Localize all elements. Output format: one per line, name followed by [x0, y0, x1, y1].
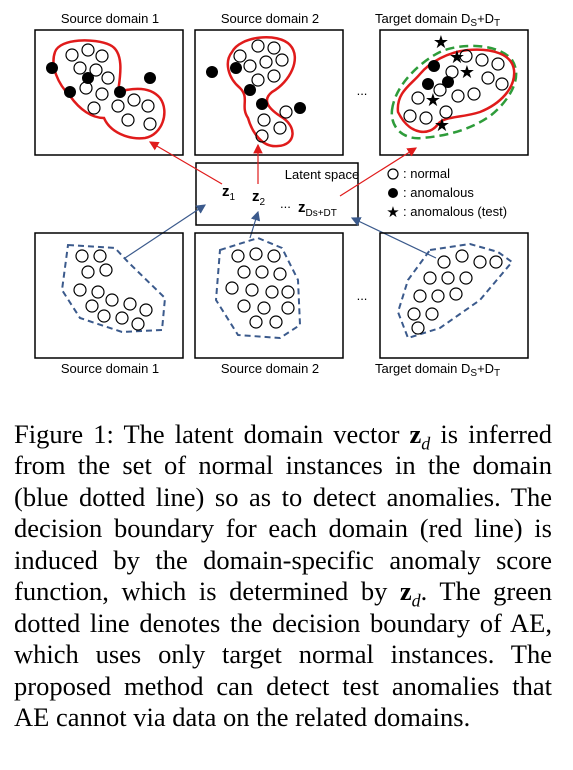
test-anomaly-stars-target: ★★★ ★★	[425, 32, 475, 136]
normal-points-target	[403, 49, 509, 125]
caption-part-2: . The green dotted line denotes the deci…	[14, 576, 552, 732]
latent-space-box	[195, 162, 359, 226]
normal-points-source-1	[65, 43, 157, 131]
z2-label: z2	[252, 188, 266, 208]
svg-text:★: ★	[449, 47, 465, 68]
red-boundary-source-1	[52, 39, 166, 140]
normal-points-bottom-2	[225, 247, 295, 329]
bottom-label-source-2: Source domain 2	[221, 361, 319, 376]
top-box-source-2	[194, 29, 344, 156]
legend-test-symbol: ★	[386, 203, 399, 221]
bottom-box-source-2	[194, 232, 344, 359]
bottom-box-source-1	[34, 232, 184, 359]
arrow-target-to-zt	[350, 217, 437, 259]
zt-label: zDs+DT	[298, 199, 337, 219]
red-boundary-source-2	[226, 36, 296, 148]
latent-space-title: Latent space	[285, 167, 359, 182]
z1-label: z1	[222, 183, 236, 203]
legend-normal-label: : normal	[403, 166, 450, 181]
svg-text:★: ★	[425, 90, 441, 111]
top-ellipsis: ...	[357, 83, 368, 98]
legend-normal-symbol	[387, 168, 399, 180]
anomalous-points-target	[422, 60, 454, 90]
arrow-zt-to-target	[339, 147, 418, 197]
svg-text:★: ★	[434, 115, 450, 136]
caption-prefix: Figure 1: The latent domain vector	[14, 418, 410, 449]
normal-points-bottom-3	[407, 249, 503, 335]
legend-test-label: : anomalous (test)	[403, 204, 507, 219]
anomalous-points-source-2	[206, 62, 306, 114]
anomalous-points-source-1	[46, 62, 156, 98]
blue-boundary-source-1	[60, 243, 167, 334]
top-label-target: Target domain DS+DT	[375, 11, 500, 29]
bottom-ellipsis: ...	[357, 288, 368, 303]
top-box-target	[379, 29, 529, 156]
top-box-source-1	[34, 29, 184, 156]
legend-anomalous-symbol	[388, 188, 398, 198]
top-box-2-content	[206, 36, 306, 148]
caption-vector-2-sub: d	[411, 590, 421, 611]
figure-caption: Figure 1: The latent domain vector zd is…	[14, 419, 552, 734]
caption-part-1: is inferred from the set of normal insta…	[14, 418, 552, 607]
caption-vector-1: z	[409, 418, 422, 449]
caption-vector-1-sub: d	[421, 432, 431, 453]
z-dots: ...	[280, 196, 291, 211]
bottom-box-1-content	[60, 243, 167, 334]
bottom-box-2-content	[214, 236, 302, 340]
green-boundary-target	[390, 44, 518, 140]
bottom-box-3-content	[396, 242, 514, 340]
top-box-1-content	[46, 39, 166, 140]
figure-diagram: Source domain 1 Source domain 2 Target d…	[34, 11, 529, 379]
svg-text:★: ★	[433, 32, 449, 53]
bottom-label-target: Target domain DS+DT	[375, 361, 500, 379]
bottom-box-target	[379, 232, 529, 359]
top-box-3-content: ★★★ ★★	[390, 32, 518, 140]
top-label-source-1: Source domain 1	[61, 11, 159, 26]
bottom-label-source-1: Source domain 1	[61, 361, 159, 376]
top-label-source-2: Source domain 2	[221, 11, 319, 26]
legend: : normal : anomalous ★ : anomalous (test…	[386, 166, 507, 221]
svg-text:★: ★	[459, 62, 475, 83]
blue-boundary-target	[396, 242, 514, 340]
normal-points-source-2	[233, 39, 293, 143]
blue-boundary-source-2	[214, 236, 302, 340]
legend-anomalous-label: : anomalous	[403, 185, 474, 200]
red-boundary-target	[396, 48, 516, 134]
normal-points-bottom-1	[73, 249, 153, 331]
caption-vector-2: z	[399, 576, 412, 606]
arrow-source-1-to-z1	[124, 204, 207, 259]
arrow-z1-to-source-1	[148, 141, 223, 185]
